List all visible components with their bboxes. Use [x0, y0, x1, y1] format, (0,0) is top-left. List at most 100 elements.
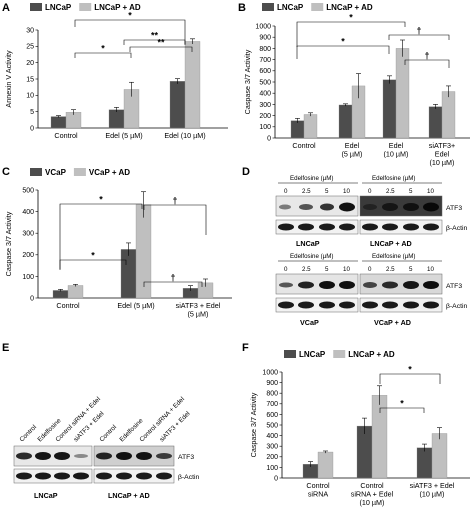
blot-d-drug-label-3: Edelfosine (µM): [290, 253, 333, 260]
significance-bracket: [388, 34, 450, 40]
legend-swatch: [284, 350, 296, 358]
chart-b: LNCaP LNCaP + AD 0 100 200 300 400 500 600 700 800…: [243, 3, 470, 167]
x-category-label: siATF3 + Edel: [410, 481, 455, 490]
significance-marker: *: [101, 44, 105, 54]
significance-bracket: [59, 203, 143, 269]
x-category-label: Edel: [345, 141, 360, 150]
y-tick-label: 800: [266, 391, 278, 398]
y-tick-label: 500: [22, 187, 34, 194]
blot-d-dose: 2.5: [302, 266, 311, 273]
blot-panel-d: Edelfosine (µM) Edelfosine (µM) 0 2.5 5 …: [275, 175, 468, 327]
x-category-label: Control: [360, 481, 384, 490]
y-tick-label: 500: [259, 79, 271, 86]
legend-swatch: [262, 3, 274, 11]
y-tick-label: 0: [267, 135, 271, 142]
blot-e-cell-lncap-ad: LNCaP + AD: [108, 491, 150, 500]
bar-lncap: [382, 79, 397, 139]
significance-marker: *: [128, 11, 132, 21]
legend-label: LNCaP + AD: [326, 3, 373, 12]
blot-d-dose: 5: [325, 188, 329, 195]
blot-d-drug-label-2: Edelfosine (µM): [372, 175, 415, 182]
blot-d-cell-lncap: LNCaP: [296, 239, 320, 248]
bar-lncap-ad: [184, 41, 201, 129]
y-tick-label: 400: [22, 209, 34, 216]
legend-label: LNCaP + AD: [94, 3, 141, 12]
x-category-label: siATF3 + Edel: [176, 301, 221, 310]
legend-label: LNCaP: [277, 3, 304, 12]
legend-label: VCaP + AD: [89, 168, 130, 177]
bar-lncap-ad: [441, 91, 456, 139]
y-tick-label: 300: [22, 231, 34, 238]
significance-marker: †: [172, 196, 177, 206]
blot-e-lane-label: Control: [98, 424, 118, 444]
bar-lncap-ad: [431, 433, 448, 479]
significance-bracket: [74, 19, 186, 44]
significance-marker: †: [170, 273, 175, 283]
blot-d-cell-vcap-ad: VCaP + AD: [374, 318, 411, 327]
blot-d-dose: 5: [325, 266, 329, 273]
significance-marker: †: [416, 26, 421, 36]
bar-lncap: [290, 120, 305, 139]
panel-letter-f: F: [242, 342, 249, 354]
y-tick-label: 25: [26, 44, 34, 51]
y-tick-label: 800: [259, 46, 271, 53]
y-tick-label: 500: [266, 422, 278, 429]
x-category-label: Edel (5 µM): [105, 131, 142, 140]
x-category-label: Edel: [389, 141, 404, 150]
panel-letter-c: C: [2, 166, 10, 178]
x-category-label: (5 µM): [188, 310, 209, 319]
bar-lncap: [108, 109, 125, 129]
y-axis-label: Caspase 3/7 Activity: [4, 211, 13, 276]
x-category-label: (10 µM): [384, 150, 409, 159]
blot-d-dose: 10: [343, 188, 350, 195]
x-category-label: siRNA + Edel: [351, 490, 394, 499]
blot-e-atf3-label: ATF3: [178, 454, 194, 461]
bar-vcap: [120, 249, 137, 299]
blot-d-dose: 2.5: [302, 188, 311, 195]
blot-panel-e: Control Edelfosine Control siRNA + Edel …: [13, 396, 200, 500]
significance-marker: *: [99, 195, 103, 205]
blot-d-dose: 10: [343, 266, 350, 273]
legend-swatch: [311, 3, 324, 11]
y-axis-label: Annexin V Activity: [4, 50, 13, 108]
significance-bracket: [123, 39, 186, 45]
y-tick-label: 100: [266, 465, 278, 472]
legend-swatch: [30, 168, 42, 176]
blot-d-dose: 5: [409, 188, 413, 195]
blot-d-dose: 10: [427, 266, 434, 273]
y-tick-label: 200: [22, 252, 34, 259]
x-category-label: siATF3+: [429, 141, 455, 150]
y-tick-label: 900: [259, 35, 271, 42]
x-category-label: Edel (10 µM): [164, 131, 205, 140]
x-category-label: (10 µM): [420, 490, 445, 499]
blot-d-dose: 5: [409, 266, 413, 273]
bar-lncap-ad: [395, 48, 410, 139]
chart-a: LNCaP LNCaP + AD 0 5 10 15 20 25 30 Annexin V Act…: [4, 3, 228, 140]
y-tick-label: 15: [26, 76, 34, 83]
y-tick-label: 1000: [255, 23, 271, 30]
significance-bracket: [404, 59, 450, 68]
x-category-label: Edel: [435, 150, 450, 159]
blot-d-dose: 2.5: [386, 266, 395, 273]
blot-d-dose: 0: [284, 188, 288, 195]
blot-d-dose: 0: [368, 266, 372, 273]
significance-bracket: [129, 46, 193, 52]
legend-label: LNCaP + AD: [348, 350, 395, 359]
y-tick-label: 0: [30, 125, 34, 132]
y-tick-label: 100: [259, 124, 271, 131]
blot-e-actin-label: β-Actin: [178, 474, 200, 481]
x-category-label: Control: [292, 141, 316, 150]
y-tick-label: 200: [259, 113, 271, 120]
panel-letter-a: A: [2, 2, 10, 14]
y-tick-label: 700: [259, 57, 271, 64]
panel-letter-b: B: [238, 2, 246, 14]
bar-vcap: [52, 290, 69, 299]
blot-d-dose: 10: [427, 188, 434, 195]
legend-swatch: [333, 350, 346, 358]
y-tick-label: 30: [26, 27, 34, 34]
x-category-label: (10 µM): [430, 158, 455, 167]
bar-lncap: [169, 81, 186, 129]
chart-f: LNCaP LNCaP + AD 0 100 200 300 400 500 600 700 800…: [249, 350, 470, 507]
significance-bracket: [143, 281, 203, 287]
y-tick-label: 0: [30, 295, 34, 302]
